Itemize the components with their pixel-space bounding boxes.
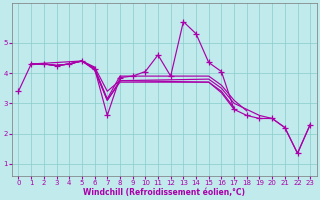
X-axis label: Windchill (Refroidissement éolien,°C): Windchill (Refroidissement éolien,°C) bbox=[83, 188, 245, 197]
